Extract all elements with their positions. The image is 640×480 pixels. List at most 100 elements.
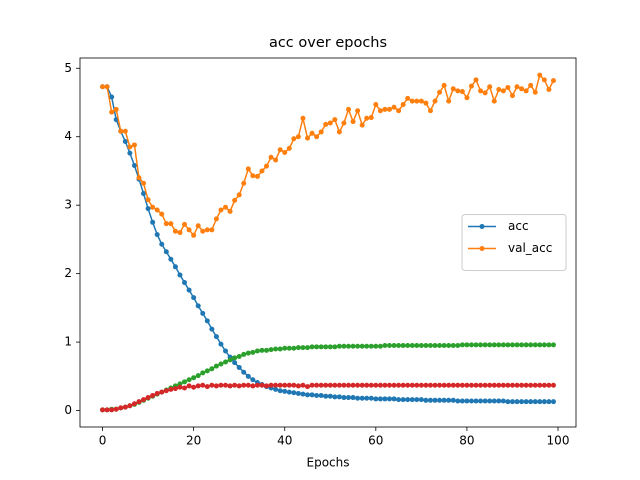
data-point <box>159 241 165 247</box>
data-point <box>519 342 525 348</box>
data-point <box>323 393 329 399</box>
data-point <box>136 399 142 405</box>
data-point <box>300 391 306 397</box>
data-point <box>122 404 128 410</box>
x-tick-label: 80 <box>459 434 474 448</box>
data-point <box>172 386 178 392</box>
data-point <box>250 173 256 179</box>
data-point <box>541 399 547 405</box>
data-point <box>427 108 433 114</box>
data-point <box>145 395 151 401</box>
data-point <box>546 86 552 92</box>
y-tick-label: 1 <box>64 335 72 349</box>
data-point <box>446 397 452 403</box>
data-point <box>332 382 338 388</box>
data-point <box>332 394 338 400</box>
data-point <box>373 343 379 349</box>
data-point <box>218 207 224 213</box>
data-point <box>519 86 525 92</box>
data-point <box>141 397 147 403</box>
x-axis-label: Epochs <box>307 456 350 470</box>
data-point <box>314 134 320 140</box>
data-point <box>464 398 470 404</box>
data-point <box>100 84 106 90</box>
data-point <box>550 342 556 348</box>
data-point <box>291 382 297 388</box>
data-point <box>109 94 115 100</box>
data-point <box>305 392 311 398</box>
data-point <box>227 357 233 363</box>
data-point <box>341 395 347 401</box>
data-point <box>300 345 306 351</box>
data-point <box>418 343 424 349</box>
data-point <box>482 342 488 348</box>
data-point <box>377 396 383 402</box>
data-point <box>382 382 388 388</box>
data-point <box>437 343 443 349</box>
data-point <box>254 348 260 354</box>
data-point <box>500 382 506 388</box>
data-point <box>468 398 474 404</box>
x-tick-label: 0 <box>99 434 107 448</box>
data-point <box>432 397 438 403</box>
data-point <box>532 399 538 405</box>
data-point <box>459 342 465 348</box>
data-point <box>327 382 333 388</box>
data-point <box>359 382 365 388</box>
data-point <box>209 227 215 233</box>
data-point <box>505 342 511 348</box>
data-point <box>191 384 197 390</box>
data-point <box>182 385 188 391</box>
data-point <box>427 382 433 388</box>
x-tick-label: 100 <box>547 434 570 448</box>
data-point <box>355 395 361 401</box>
data-point <box>250 383 256 389</box>
data-point <box>268 382 274 388</box>
data-point <box>241 180 247 186</box>
data-point <box>327 344 333 350</box>
data-point <box>532 382 538 388</box>
data-point <box>154 390 160 396</box>
data-point <box>232 355 238 361</box>
data-point <box>405 397 411 403</box>
data-point <box>291 390 297 396</box>
data-point <box>550 399 556 405</box>
data-point <box>386 106 392 112</box>
data-point <box>282 345 288 351</box>
data-point <box>468 83 474 89</box>
data-point <box>482 90 488 96</box>
data-point <box>204 368 210 374</box>
data-point <box>213 363 219 369</box>
data-point <box>377 382 383 388</box>
data-point <box>236 364 242 370</box>
data-point <box>268 347 274 353</box>
data-point <box>273 382 279 388</box>
data-point <box>309 344 315 350</box>
data-point <box>200 228 206 234</box>
data-point <box>396 397 402 403</box>
data-point <box>236 353 242 359</box>
data-point <box>223 382 229 388</box>
data-point <box>268 154 274 160</box>
data-point <box>191 232 197 238</box>
data-point <box>141 180 147 186</box>
data-point <box>491 342 497 348</box>
data-point <box>491 398 497 404</box>
data-point <box>295 390 301 396</box>
data-point <box>496 382 502 388</box>
data-point <box>186 377 192 383</box>
data-point <box>104 407 110 413</box>
data-point <box>318 344 324 350</box>
data-point <box>323 121 329 127</box>
y-tick-label: 4 <box>64 129 72 143</box>
data-point <box>391 104 397 110</box>
data-point <box>491 382 497 388</box>
data-point <box>218 382 224 388</box>
data-point <box>282 382 288 388</box>
data-point <box>350 119 356 125</box>
data-point <box>259 168 265 174</box>
data-point <box>405 382 411 388</box>
data-point <box>168 256 174 262</box>
legend: acc val_acc <box>461 214 567 271</box>
data-point <box>236 383 242 389</box>
